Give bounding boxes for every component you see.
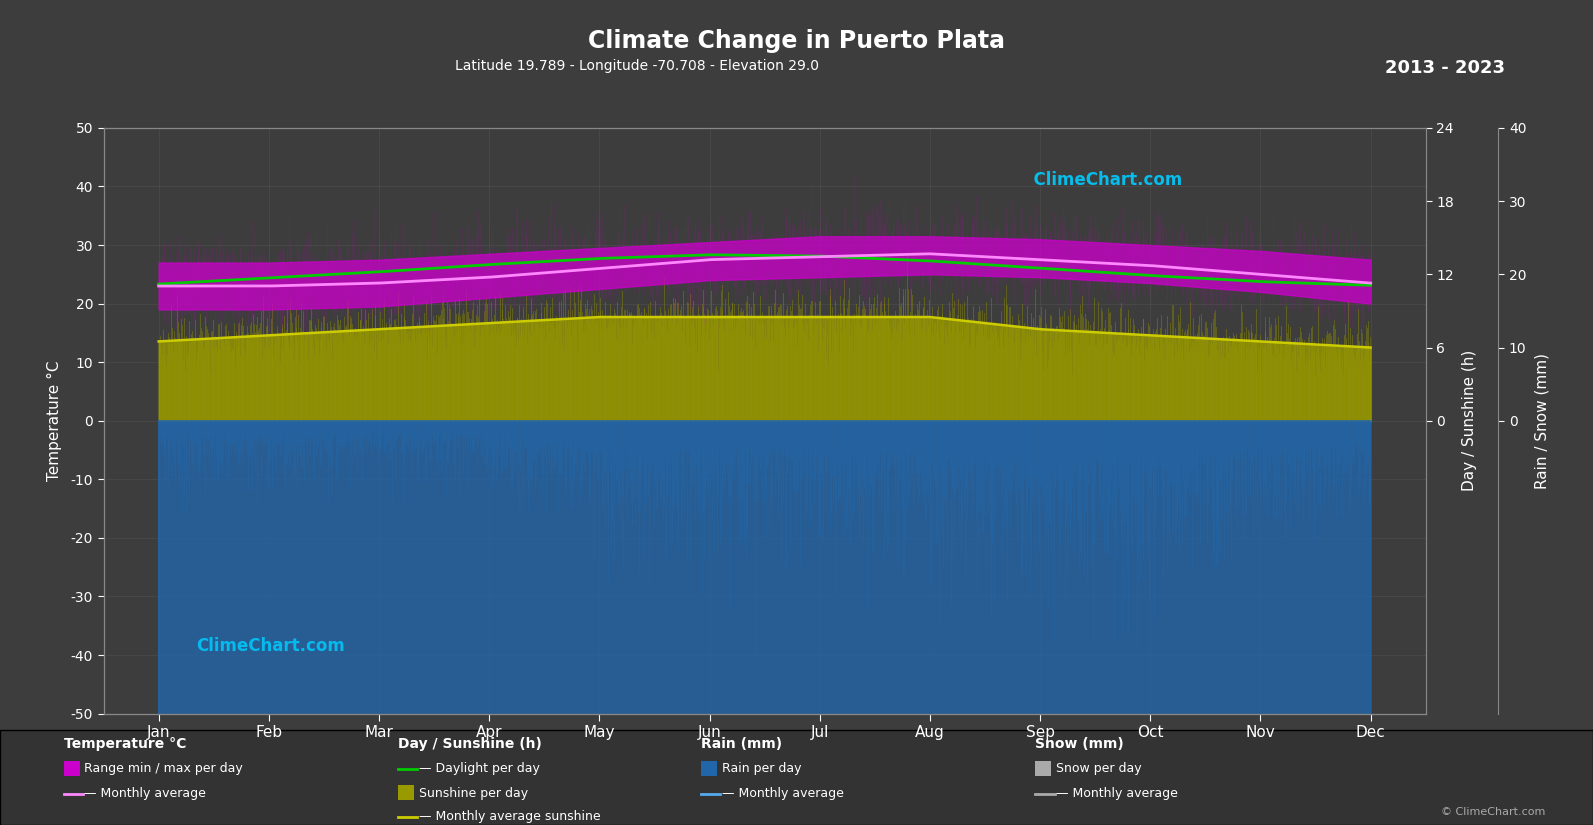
Text: — Monthly average: — Monthly average	[1056, 787, 1179, 800]
Text: Temperature °C: Temperature °C	[64, 738, 186, 751]
Text: Snow per day: Snow per day	[1056, 762, 1142, 776]
Text: Rain per day: Rain per day	[722, 762, 801, 776]
Text: — Daylight per day: — Daylight per day	[419, 762, 540, 776]
Y-axis label: Rain / Snow (mm): Rain / Snow (mm)	[1534, 353, 1550, 488]
Text: Range min / max per day: Range min / max per day	[84, 762, 244, 776]
Y-axis label: Temperature °C: Temperature °C	[48, 361, 62, 481]
Text: — Monthly average: — Monthly average	[722, 787, 844, 800]
Text: © ClimeChart.com: © ClimeChart.com	[1440, 807, 1545, 817]
Text: ClimeChart.com: ClimeChart.com	[196, 637, 344, 655]
Text: Sunshine per day: Sunshine per day	[419, 787, 529, 800]
Text: Day / Sunshine (h): Day / Sunshine (h)	[398, 738, 542, 751]
Text: Rain (mm): Rain (mm)	[701, 738, 782, 751]
Text: — Monthly average sunshine: — Monthly average sunshine	[419, 810, 601, 823]
Text: 2013 - 2023: 2013 - 2023	[1386, 59, 1505, 78]
Text: Snow (mm): Snow (mm)	[1035, 738, 1125, 751]
Text: Latitude 19.789 - Longitude -70.708 - Elevation 29.0: Latitude 19.789 - Longitude -70.708 - El…	[456, 59, 819, 73]
Text: — Monthly average: — Monthly average	[84, 787, 207, 800]
Text: ClimeChart.com: ClimeChart.com	[1023, 172, 1182, 190]
Y-axis label: Day / Sunshine (h): Day / Sunshine (h)	[1462, 350, 1477, 492]
Text: Climate Change in Puerto Plata: Climate Change in Puerto Plata	[588, 29, 1005, 53]
